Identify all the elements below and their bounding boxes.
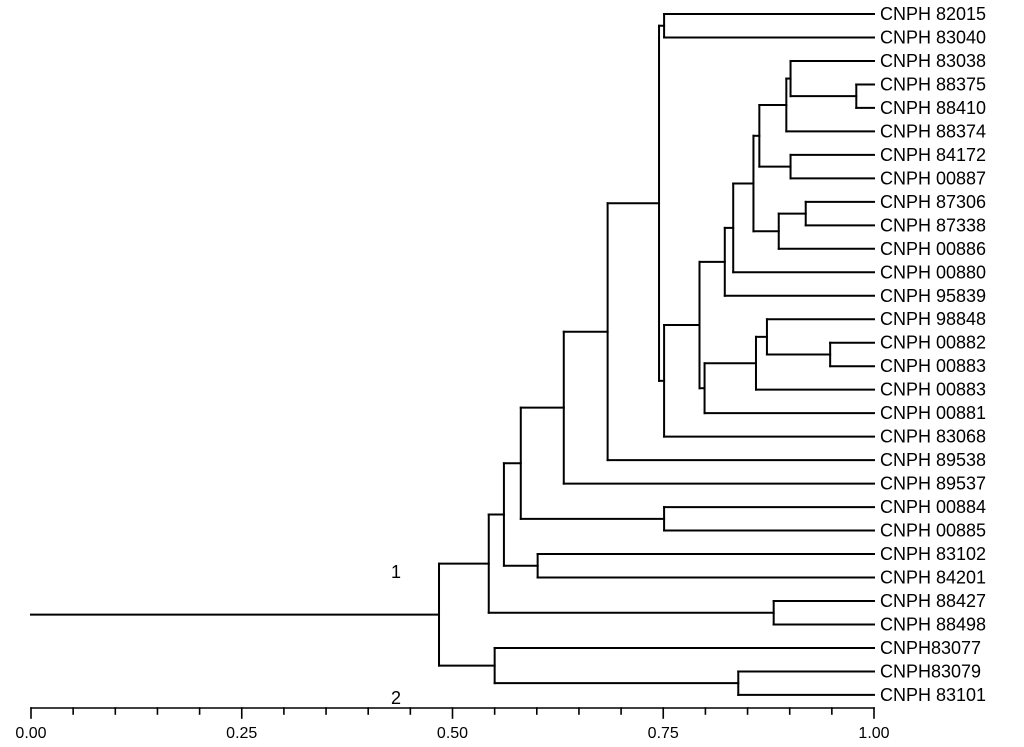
leaf-label: CNPH 00884 xyxy=(880,497,986,517)
leaf-label: CNPH 87306 xyxy=(880,192,986,212)
leaf-label: CNPH 83038 xyxy=(880,51,986,71)
leaf-label: CNPH 89538 xyxy=(880,450,986,470)
cluster-labels: 1 2 xyxy=(391,562,401,708)
leaf-label: CNPH 00883 xyxy=(880,356,986,376)
leaf-label: CNPH 00885 xyxy=(880,521,986,541)
leaf-label: CNPH 00880 xyxy=(880,262,986,282)
leaf-label: CNPH 83040 xyxy=(880,27,986,47)
leaf-label: CNPH 00887 xyxy=(880,168,986,188)
tick-label: 0.25 xyxy=(226,725,257,742)
leaf-label: CNPH 87338 xyxy=(880,215,986,235)
leaf-label: CNPH 00881 xyxy=(880,403,986,423)
leaf-label: CNPH 88427 xyxy=(880,591,986,611)
leaf-label: CNPH 00886 xyxy=(880,239,986,259)
leaf-label: CNPH 84172 xyxy=(880,145,986,165)
leaf-label: CNPH 98848 xyxy=(880,309,986,329)
leaf-label: CNPH 82015 xyxy=(880,4,986,24)
leaf-label: CNPH 88374 xyxy=(880,121,986,141)
tree-branches xyxy=(30,13,875,696)
cluster-label-2: 2 xyxy=(391,688,401,708)
tick-label: 0.00 xyxy=(15,725,46,742)
tick-label: 0.50 xyxy=(437,725,468,742)
leaf-label: CNPH 83068 xyxy=(880,427,986,447)
leaf-label: CNPH 83101 xyxy=(880,685,986,705)
cluster-label-1: 1 xyxy=(391,562,401,582)
leaf-label: CNPH 89537 xyxy=(880,474,986,494)
leaf-label: CNPH 00883 xyxy=(880,380,986,400)
leaf-label: CNPH 00882 xyxy=(880,333,986,353)
leaf-label: CNPH83079 xyxy=(880,661,981,681)
leaf-label: CNPH 88410 xyxy=(880,98,986,118)
leaf-labels: CNPH 82015 CNPH 83040 CNPH 83038 CNPH 88375… xyxy=(880,4,986,705)
tick-label: 1.00 xyxy=(858,725,889,742)
leaf-label: CNPH 88375 xyxy=(880,74,986,94)
leaf-label: CNPH 83102 xyxy=(880,544,986,564)
leaf-label: CNPH 95839 xyxy=(880,286,986,306)
leaf-label: CNPH 84201 xyxy=(880,568,986,588)
similarity-axis: 0.00 0.25 0.50 0.75 1.00 xyxy=(15,707,890,742)
tick-label: 0.75 xyxy=(648,725,679,742)
leaf-label: CNPH83077 xyxy=(880,638,981,658)
leaf-label: CNPH 88498 xyxy=(880,614,986,634)
